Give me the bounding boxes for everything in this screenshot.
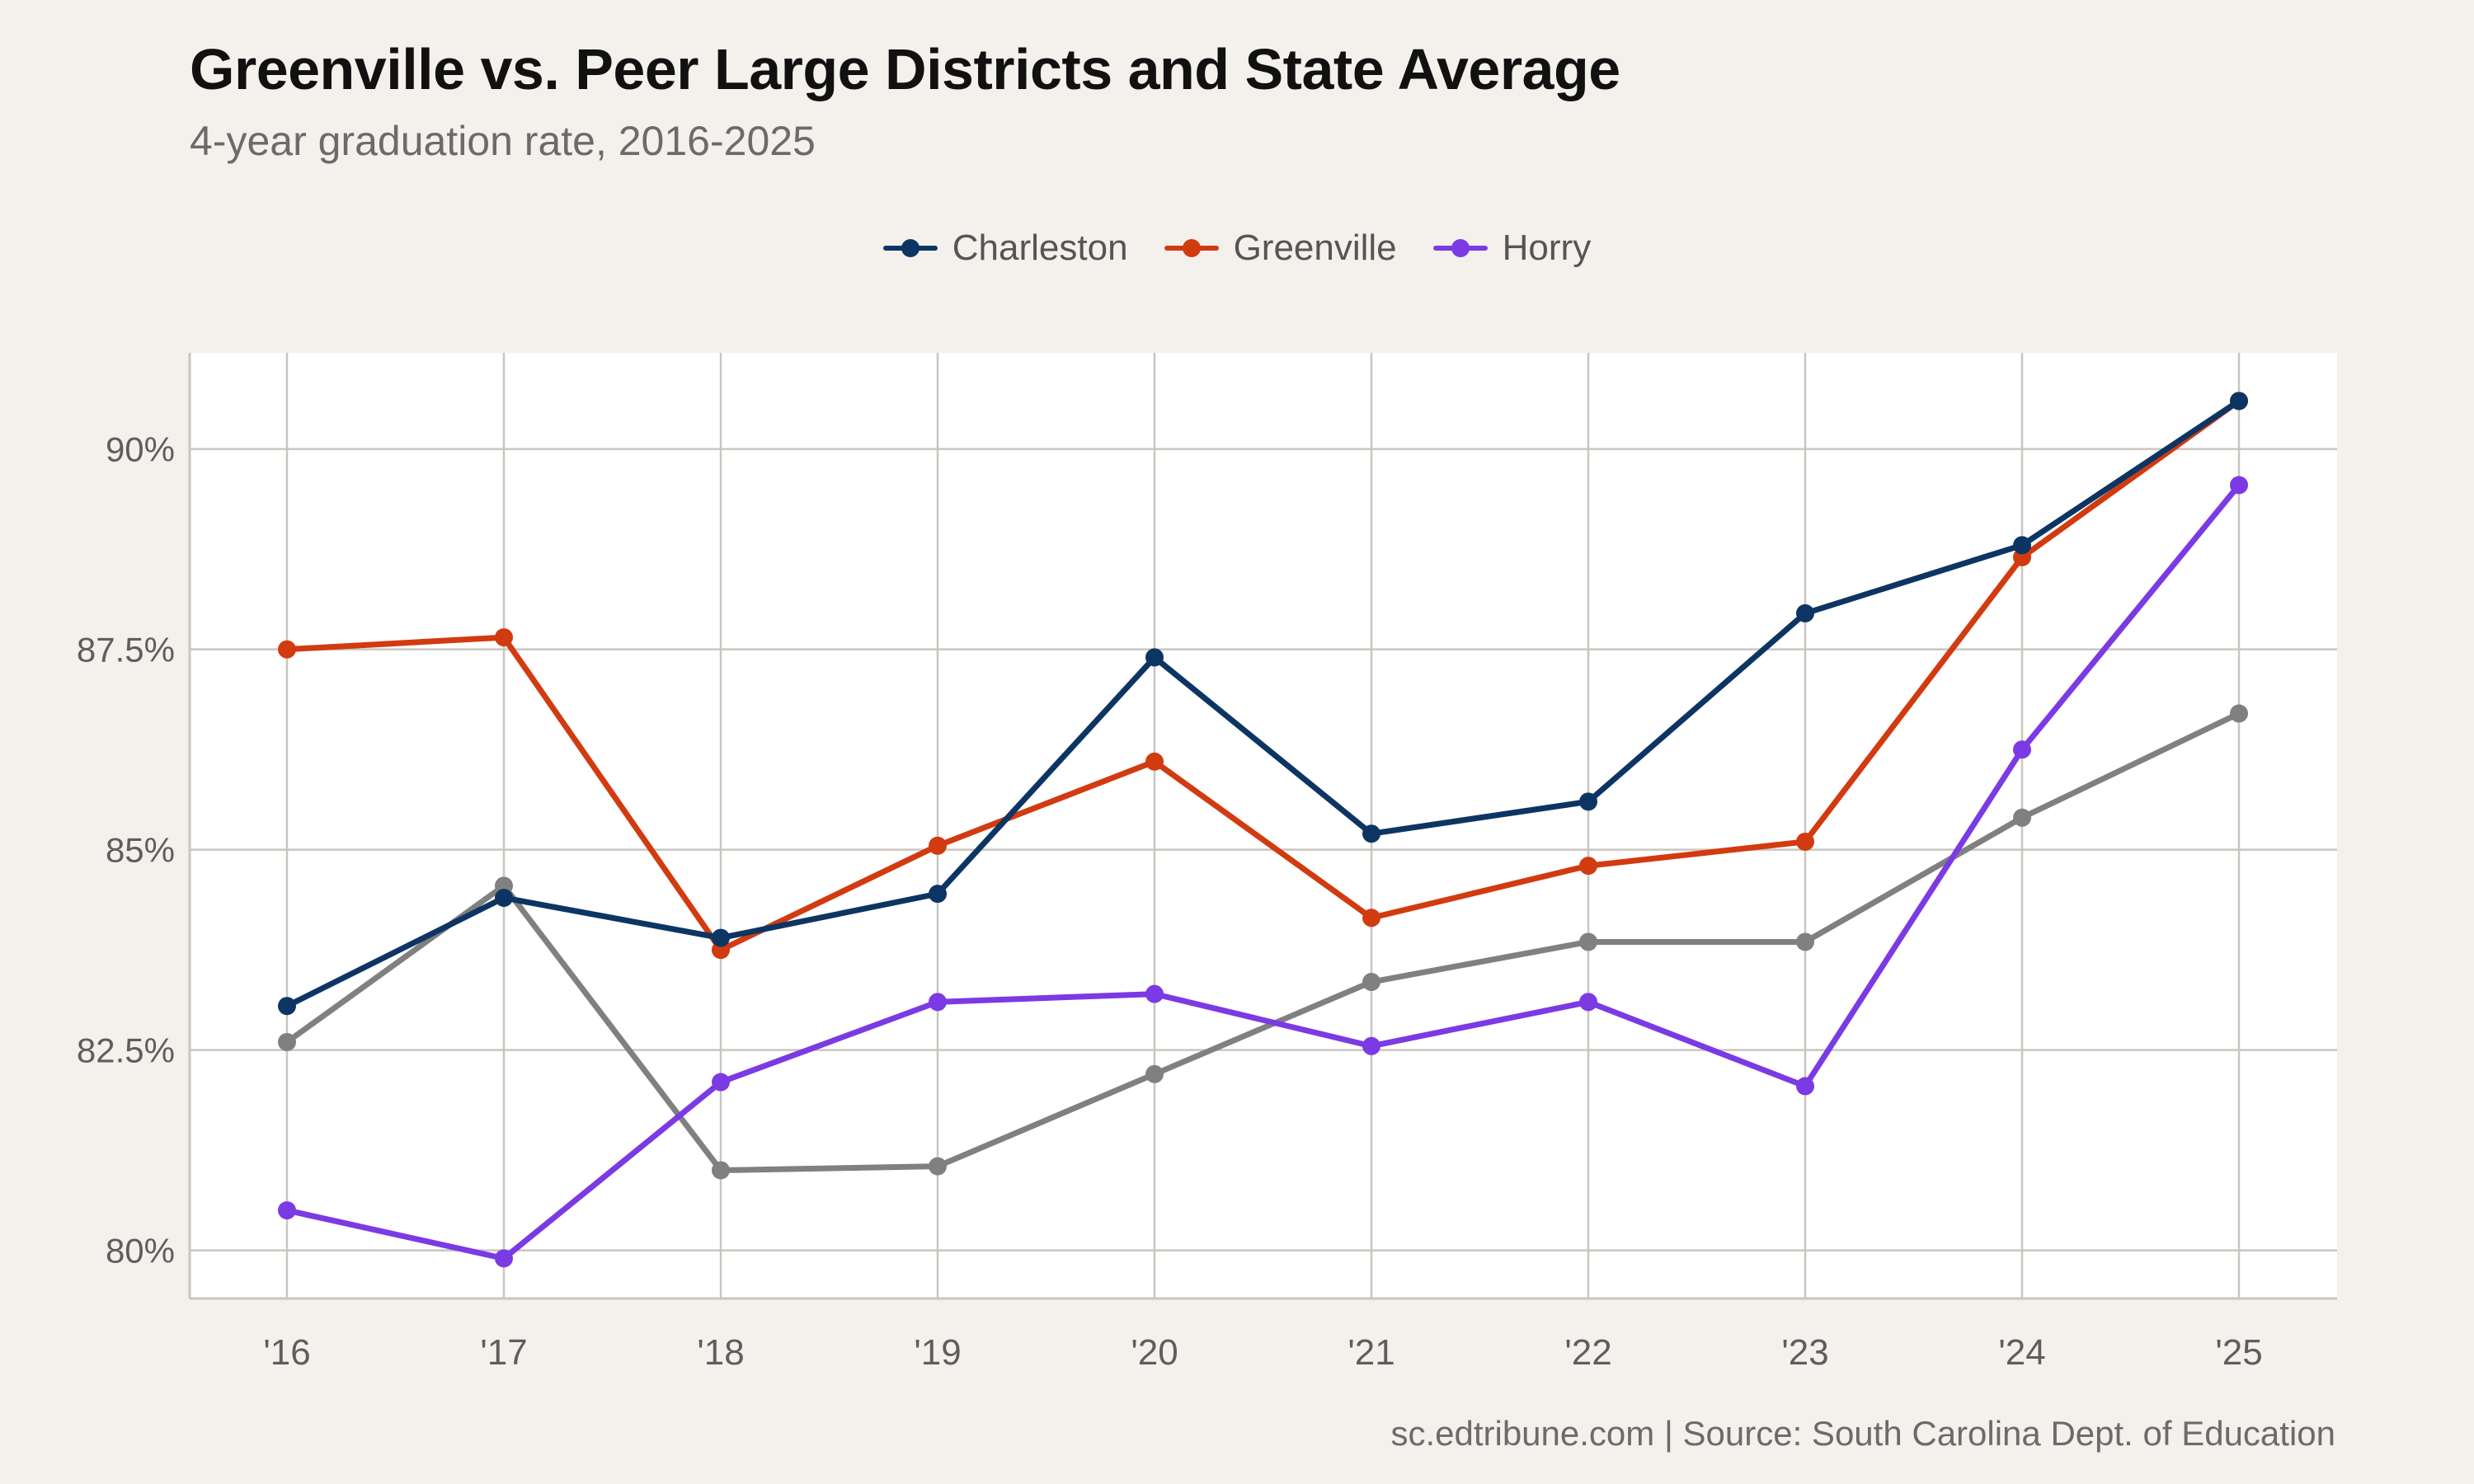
chart-title: Greenville vs. Peer Large Districts and … xyxy=(190,37,1620,101)
data-point-charleston xyxy=(1796,603,1814,622)
data-point-horry xyxy=(1796,1077,1814,1096)
chart-subtitle: 4-year graduation rate, 2016-2025 xyxy=(190,118,816,164)
data-point-horry xyxy=(1145,984,1164,1003)
legend-key-horry xyxy=(1432,232,1488,265)
data-point-state xyxy=(1362,973,1380,992)
legend-item-charleston: Charleston xyxy=(882,228,1128,269)
data-point-horry xyxy=(278,1201,296,1220)
x-tick-label: '18 xyxy=(697,1332,744,1373)
data-point-charleston xyxy=(495,888,513,907)
legend-item-greenville: Greenville xyxy=(1164,228,1397,269)
x-tick-label: '19 xyxy=(914,1332,961,1373)
data-point-charleston xyxy=(929,885,947,904)
x-tick-label: '16 xyxy=(263,1332,310,1373)
data-point-state xyxy=(2013,808,2031,827)
y-tick-label: 87.5% xyxy=(77,631,175,669)
y-tick-label: 85% xyxy=(106,831,175,870)
source-caption: sc.edtribune.com | Source: South Carolin… xyxy=(1390,1414,2335,1453)
data-point-charleston xyxy=(1579,792,1597,811)
legend-label-greenville: Greenville xyxy=(1233,228,1397,268)
data-point-horry xyxy=(2013,740,2031,759)
legend: Charleston Greenville Horry xyxy=(0,228,2474,269)
x-tick-label: '23 xyxy=(1781,1332,1828,1373)
data-point-state xyxy=(1579,932,1597,951)
legend-key-greenville xyxy=(1164,232,1219,265)
data-point-horry xyxy=(1579,993,1597,1012)
data-point-state xyxy=(1145,1064,1164,1083)
x-tick-label: '25 xyxy=(2215,1332,2262,1373)
data-point-greenville xyxy=(495,628,513,647)
data-point-charleston xyxy=(278,997,296,1016)
data-point-charleston xyxy=(1362,824,1380,843)
x-tick-label: '24 xyxy=(1998,1332,2045,1373)
series-line-horry xyxy=(284,481,2242,1261)
series-line-charleston xyxy=(284,397,2242,1009)
x-tick-label: '21 xyxy=(1348,1332,1395,1373)
data-point-horry xyxy=(712,1073,730,1092)
data-point-charleston xyxy=(712,928,730,947)
data-point-state xyxy=(2230,704,2248,723)
x-tick-label: '17 xyxy=(480,1332,527,1373)
legend-item-horry: Horry xyxy=(1432,228,1592,269)
data-point-state xyxy=(278,1032,296,1051)
data-point-greenville xyxy=(1145,752,1164,771)
data-point-charleston xyxy=(2013,536,2031,555)
data-point-greenville xyxy=(929,836,947,855)
series-line-state xyxy=(284,710,2242,1173)
plot-panel xyxy=(190,353,2337,1298)
data-point-greenville xyxy=(1362,909,1380,928)
data-point-state xyxy=(929,1157,947,1176)
x-tick-label: '22 xyxy=(1564,1332,1611,1373)
data-point-horry xyxy=(495,1249,513,1268)
y-tick-label: 82.5% xyxy=(77,1031,175,1070)
data-point-greenville xyxy=(1579,857,1597,876)
data-point-horry xyxy=(1362,1036,1380,1055)
legend-label-horry: Horry xyxy=(1502,228,1592,268)
data-point-horry xyxy=(929,993,947,1012)
x-tick-label: '20 xyxy=(1131,1332,1178,1373)
data-point-greenville xyxy=(278,640,296,659)
data-point-state xyxy=(1796,932,1814,951)
data-point-charleston xyxy=(2230,392,2248,411)
data-point-horry xyxy=(2230,476,2248,495)
data-point-greenville xyxy=(1796,832,1814,851)
legend-key-charleston xyxy=(882,232,938,265)
data-point-state xyxy=(712,1161,730,1180)
series-line-greenville xyxy=(284,397,2242,953)
data-point-charleston xyxy=(1145,648,1164,667)
legend-label-charleston: Charleston xyxy=(952,228,1128,268)
y-tick-label: 90% xyxy=(106,430,175,469)
y-tick-label: 80% xyxy=(106,1232,175,1270)
